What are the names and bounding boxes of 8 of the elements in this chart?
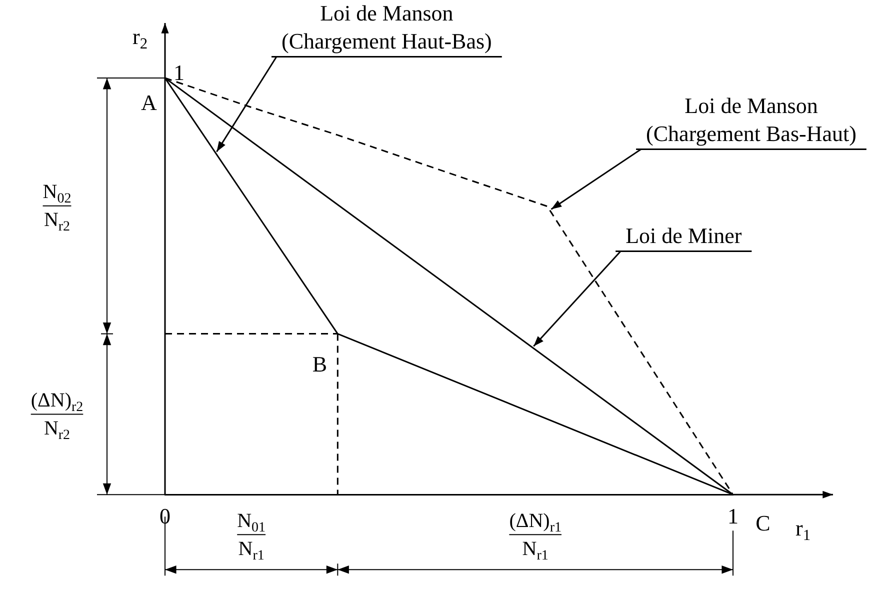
annotation: A [141,90,158,115]
annotation: Loi de Manson (Chargement Haut-Bas) [282,0,492,54]
annotation: B [312,352,328,377]
x-tick-label: 0 [160,504,170,529]
annotation: C [756,510,770,536]
annotation: Loi de Miner [626,223,742,248]
annotation: 1 [174,60,184,85]
annotation: Loi de Manson (Chargement Bas-Haut) [646,93,856,146]
